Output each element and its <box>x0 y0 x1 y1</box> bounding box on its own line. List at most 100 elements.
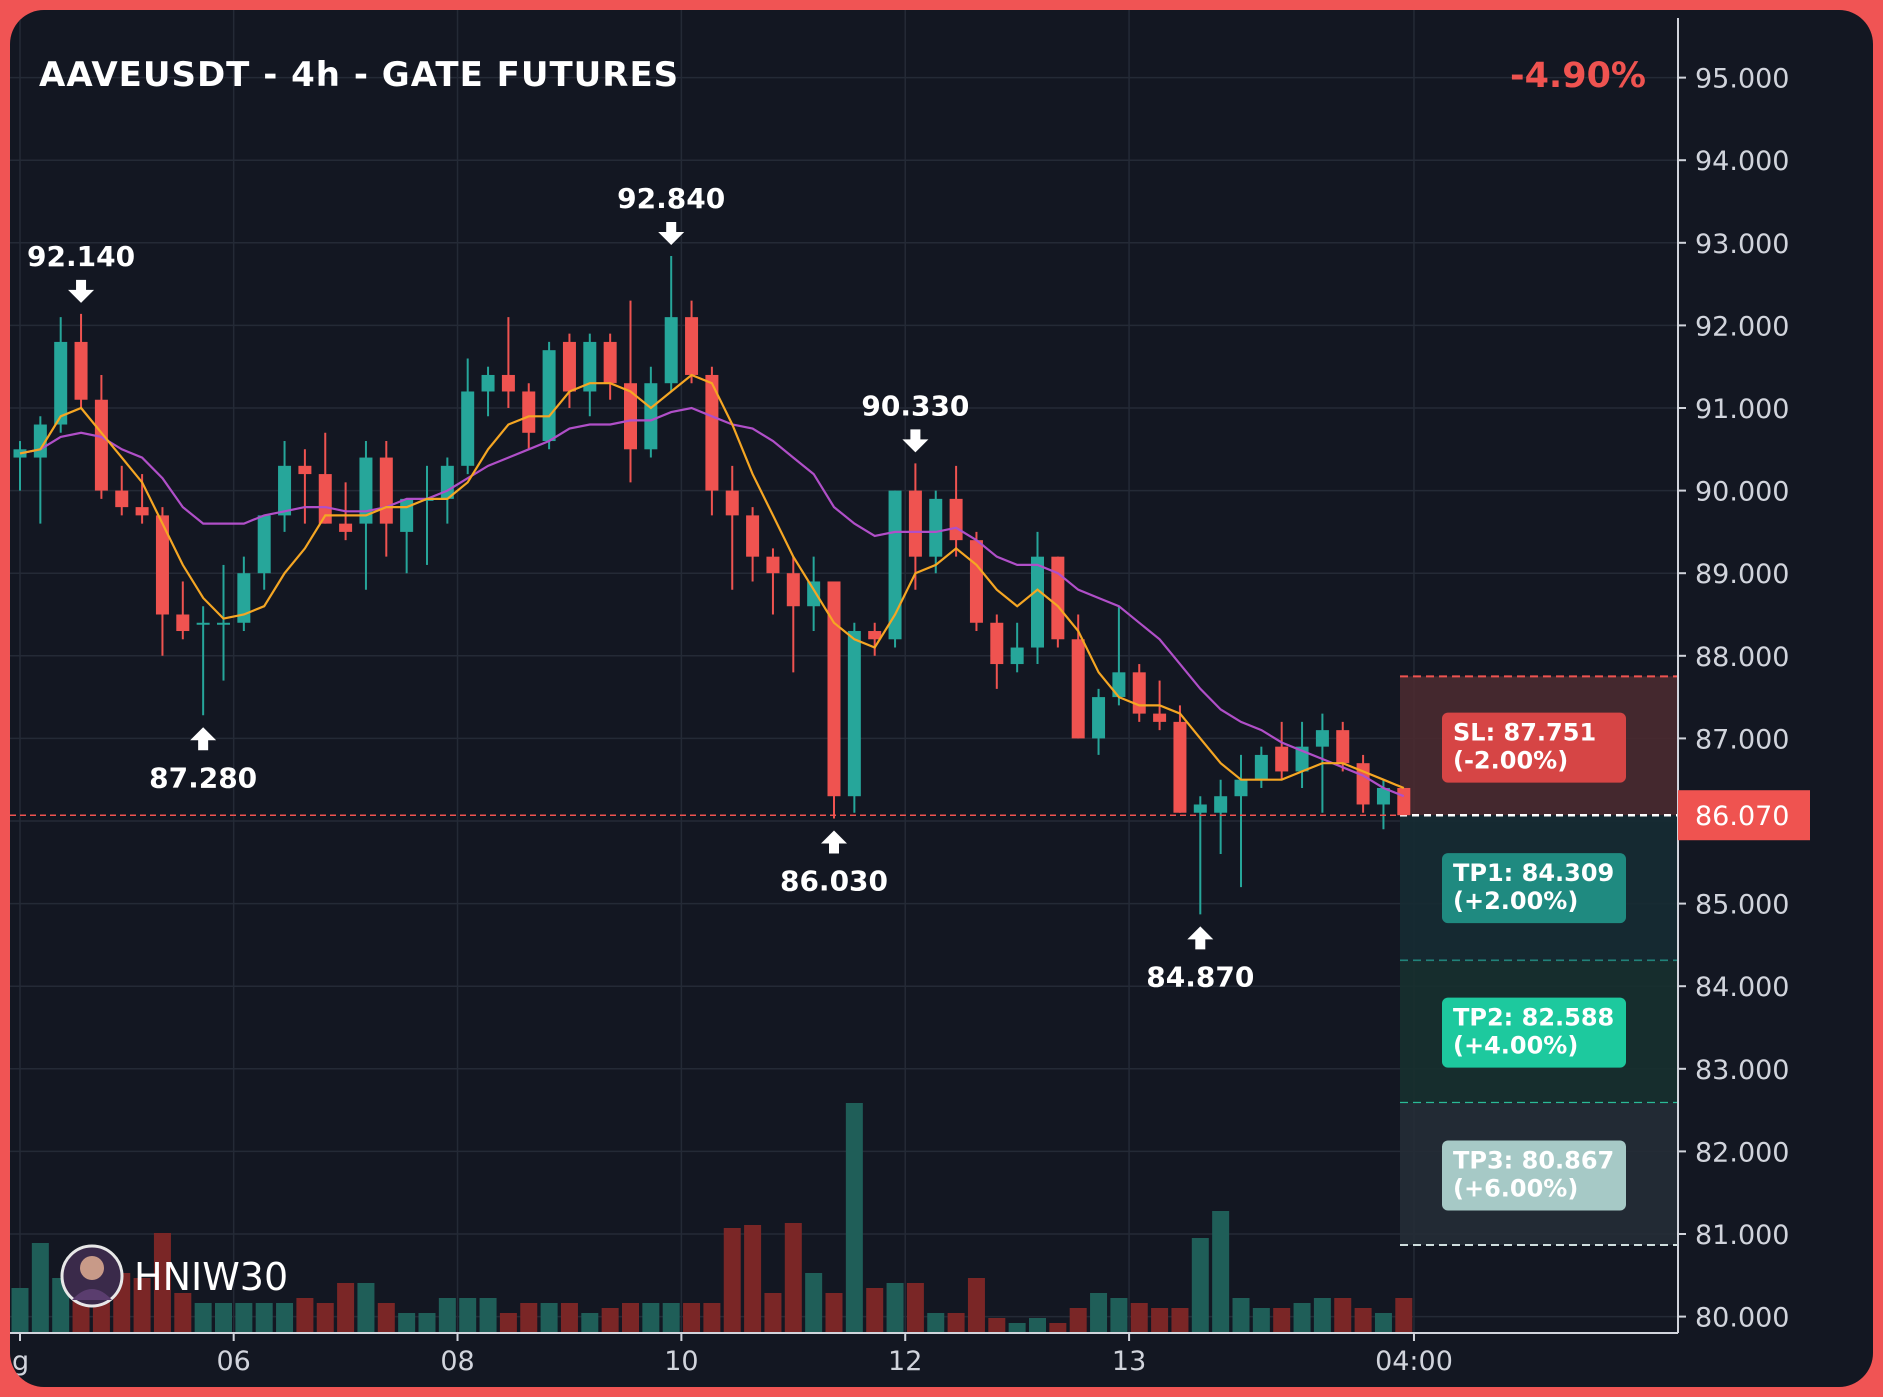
candle-body <box>339 523 353 532</box>
level-box-tp2: TP2: 82.588(+4.00%) <box>1442 997 1626 1068</box>
annotation-low: 86.030 <box>780 830 888 898</box>
candle <box>705 366 719 516</box>
level-box-sl: SL: 87.751(-2.00%) <box>1442 712 1626 783</box>
volume-bar <box>642 1303 660 1333</box>
candle-body <box>440 465 454 499</box>
level-box <box>1442 853 1626 924</box>
candle-body <box>542 350 556 442</box>
volume-bar <box>662 1303 680 1333</box>
candle-body <box>1397 787 1411 816</box>
candle-body <box>1315 730 1329 747</box>
volume-bar <box>1029 1318 1046 1333</box>
volume-bar <box>153 1233 171 1333</box>
volume-bar <box>1069 1308 1087 1333</box>
annotation-label: 86.030 <box>780 865 888 898</box>
volume-bar <box>560 1303 578 1333</box>
candle-body <box>583 341 597 392</box>
candle <box>13 441 27 491</box>
candle-body <box>115 490 129 508</box>
y-tick-label: 92.000 <box>1695 311 1789 342</box>
volume-bar <box>1334 1298 1352 1333</box>
candle-body <box>400 498 414 532</box>
candle <box>746 507 760 582</box>
price-annotations: 92.140 87.280 92.840 86.030 90.330 84.870 <box>27 182 1254 993</box>
candle-body <box>217 622 230 625</box>
candle-body <box>522 391 536 433</box>
candle-body <box>603 341 617 384</box>
candle-body <box>196 622 210 625</box>
volume-bar <box>1374 1313 1392 1333</box>
current-price-label: 86.070 <box>1695 801 1789 832</box>
volume-bar <box>316 1303 334 1333</box>
price-change: -4.90% <box>1510 56 1646 96</box>
volume-bar <box>255 1303 273 1333</box>
candle <box>949 465 963 557</box>
candle-body <box>949 498 963 541</box>
candle-body <box>990 622 1004 665</box>
volume-bar <box>215 1303 232 1333</box>
candle-body <box>1132 672 1146 714</box>
level-box-tp3: TP3: 80.867(+6.00%) <box>1442 1140 1626 1211</box>
annotation-label: 87.280 <box>149 761 257 794</box>
candle-body <box>1376 787 1390 805</box>
volume-bar <box>1354 1308 1372 1333</box>
annotation-label: 92.140 <box>27 240 135 273</box>
volume-bar <box>886 1283 904 1333</box>
arrow-up-icon <box>821 830 847 854</box>
y-tick-label: 90.000 <box>1695 477 1789 508</box>
candlestick-chart[interactable]: 92.140 87.280 92.840 86.030 90.330 84.870 95.… <box>10 10 1873 1387</box>
volume-bar <box>276 1303 294 1333</box>
candle <box>685 300 699 384</box>
candle <box>583 333 597 417</box>
volume-bar <box>967 1278 985 1333</box>
watermark-name: HNIW30 <box>134 1255 288 1299</box>
candle <box>1214 779 1228 855</box>
avatar-body-icon <box>72 1289 112 1300</box>
volume-bar <box>1273 1308 1291 1333</box>
moving-averages <box>19 373 1405 798</box>
candle <box>908 463 922 590</box>
level-box <box>1442 1140 1626 1211</box>
volume-bar <box>764 1293 782 1333</box>
candle-body <box>481 374 495 392</box>
candle <box>115 465 129 516</box>
candle-body <box>359 457 373 524</box>
candle-body <box>1193 804 1207 813</box>
annotation-high: 90.330 <box>861 389 969 453</box>
candle-body <box>725 490 739 516</box>
candle-body <box>786 573 800 607</box>
arrow-up-icon <box>1187 926 1214 950</box>
volume-bar <box>418 1313 436 1333</box>
candle-body <box>94 399 108 491</box>
volume-bar <box>174 1293 192 1333</box>
candle <box>33 416 47 524</box>
axes: 95.000 94.000 93.000 92.000 91.000 90.000 89.0… <box>10 18 1810 1377</box>
level-label: TP1: 84.309 <box>1453 859 1614 887</box>
candle-body <box>257 515 271 574</box>
candle-body <box>135 507 149 516</box>
candle-body <box>74 341 88 400</box>
volume-bar <box>1008 1323 1026 1333</box>
x-tick-label: 04:00 <box>1375 1346 1453 1377</box>
volume-bar <box>499 1313 517 1333</box>
x-tick-label: 13 <box>1112 1346 1146 1377</box>
candle-body <box>379 457 393 524</box>
annotation-low: 87.280 <box>149 727 257 794</box>
candle-body <box>318 474 332 524</box>
level-percent: (+2.00%) <box>1453 887 1578 915</box>
candle-body <box>908 490 922 557</box>
candle-body <box>501 374 515 392</box>
candle-body <box>155 515 169 615</box>
candle-body <box>766 556 780 574</box>
y-tick-label: 82.000 <box>1695 1137 1789 1168</box>
volume-bar <box>906 1283 924 1333</box>
candle <box>847 622 861 813</box>
volume-bar <box>194 1303 212 1333</box>
candle-body <box>1275 746 1289 772</box>
candle <box>603 333 617 400</box>
candle-body <box>624 383 637 450</box>
candle-body <box>1336 730 1350 764</box>
candle-body <box>644 383 658 450</box>
volume-bar <box>744 1225 762 1333</box>
candle <box>868 622 882 656</box>
